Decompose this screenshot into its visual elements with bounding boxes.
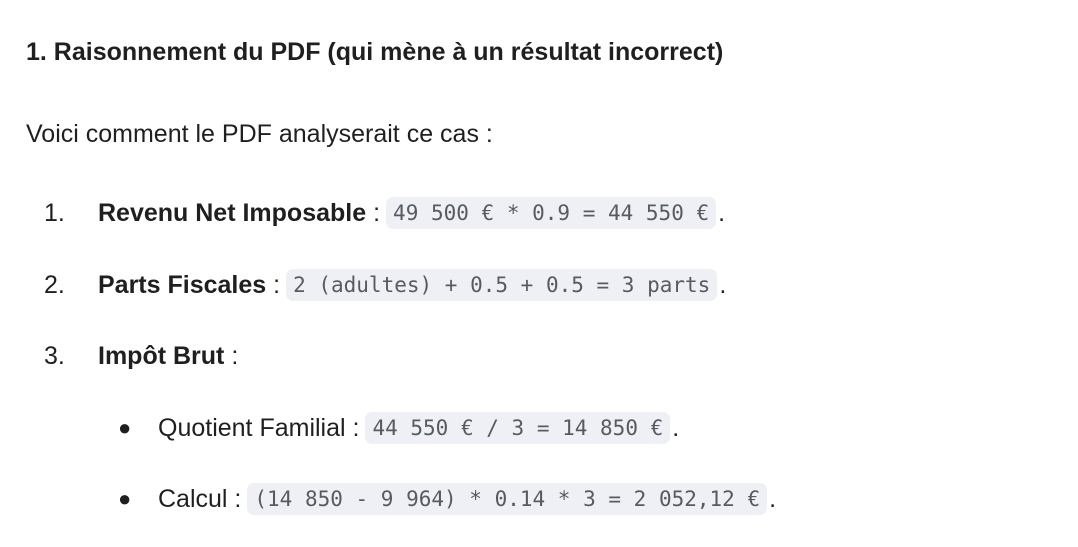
bullet-label: Quotient Familial :: [158, 413, 360, 442]
bullet-icon: ●: [118, 486, 132, 511]
bullet-item: ● Calcul : (14 850 - 9 964) * 0.14 * 3 =…: [0, 479, 776, 519]
bullet-label: Calcul :: [158, 484, 242, 513]
list-number: 1.: [44, 198, 65, 227]
step-label: Impôt Brut: [98, 341, 225, 370]
step-label: Revenu Net Imposable: [98, 198, 367, 227]
period: .: [769, 484, 777, 513]
list-number: 3.: [44, 341, 65, 370]
section-heading: 1. Raisonnement du PDF (qui mène à un ré…: [26, 38, 724, 66]
period: .: [719, 270, 727, 299]
separator: :: [366, 198, 381, 227]
separator: :: [266, 270, 281, 299]
inline-code: 49 500 € * 0.9 = 44 550 €: [386, 197, 717, 229]
separator: :: [224, 341, 239, 370]
period: .: [718, 198, 726, 227]
list-item: 2. Parts Fiscales : 2 (adultes) + 0.5 + …: [0, 265, 726, 305]
bullet-icon: ●: [118, 415, 132, 440]
intro-text: Voici comment le PDF analyserait ce cas …: [26, 120, 493, 148]
period: .: [672, 413, 680, 442]
inline-code: (14 850 - 9 964) * 0.14 * 3 = 2 052,12 €: [247, 483, 768, 515]
list-item: 1. Revenu Net Imposable : 49 500 € * 0.9…: [0, 193, 725, 233]
list-item: 3. Impôt Brut :: [0, 336, 238, 376]
step-label: Parts Fiscales: [98, 270, 267, 299]
list-number: 2.: [44, 270, 65, 299]
bullet-item: ● Quotient Familial : 44 550 € / 3 = 14 …: [0, 408, 679, 448]
inline-code: 44 550 € / 3 = 14 850 €: [365, 412, 671, 444]
inline-code: 2 (adultes) + 0.5 + 0.5 = 3 parts: [286, 269, 718, 301]
